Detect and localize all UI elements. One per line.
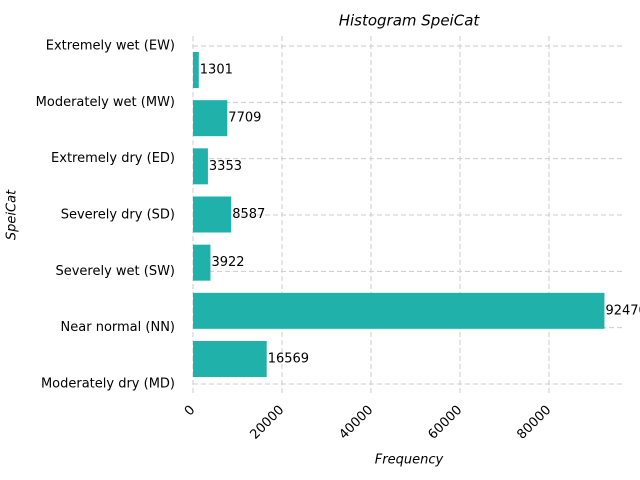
value-label: 7709 — [228, 111, 261, 126]
value-label: 92470 — [605, 303, 640, 318]
x-tick-label: 60000 — [425, 403, 465, 443]
y-tick-label: Moderately wet (MW) — [36, 95, 175, 110]
y-axis-label: SpeiCat — [5, 189, 20, 240]
chart-title: Histogram SpeiCat — [339, 12, 481, 30]
y-tick-label: Severely dry (SD) — [61, 208, 175, 223]
bar — [193, 148, 208, 185]
x-tick-label: 40000 — [336, 403, 376, 443]
bar — [193, 196, 232, 233]
y-tick-label: Extremely wet (EW) — [46, 39, 175, 54]
y-tick-label: Near normal (NN) — [61, 320, 175, 335]
bar — [193, 52, 199, 88]
x-tick-label: 0 — [182, 403, 198, 419]
y-tick-label: Severely wet (SW) — [55, 264, 175, 279]
x-tick-label: 20000 — [247, 403, 287, 443]
value-label: 1301 — [200, 63, 233, 78]
bar — [193, 244, 211, 281]
y-tick-label: Extremely dry (ED) — [51, 151, 175, 166]
value-label: 3353 — [209, 159, 242, 174]
bar — [193, 292, 605, 329]
value-label: 8587 — [232, 207, 265, 222]
x-tick-label: 80000 — [514, 403, 554, 443]
x-axis-label: Frequency — [375, 453, 444, 468]
value-label: 3922 — [211, 255, 244, 270]
y-tick-label: Moderately dry (MD) — [41, 377, 175, 392]
bar — [193, 341, 267, 377]
bar — [193, 100, 228, 137]
value-label: 16569 — [268, 352, 309, 367]
